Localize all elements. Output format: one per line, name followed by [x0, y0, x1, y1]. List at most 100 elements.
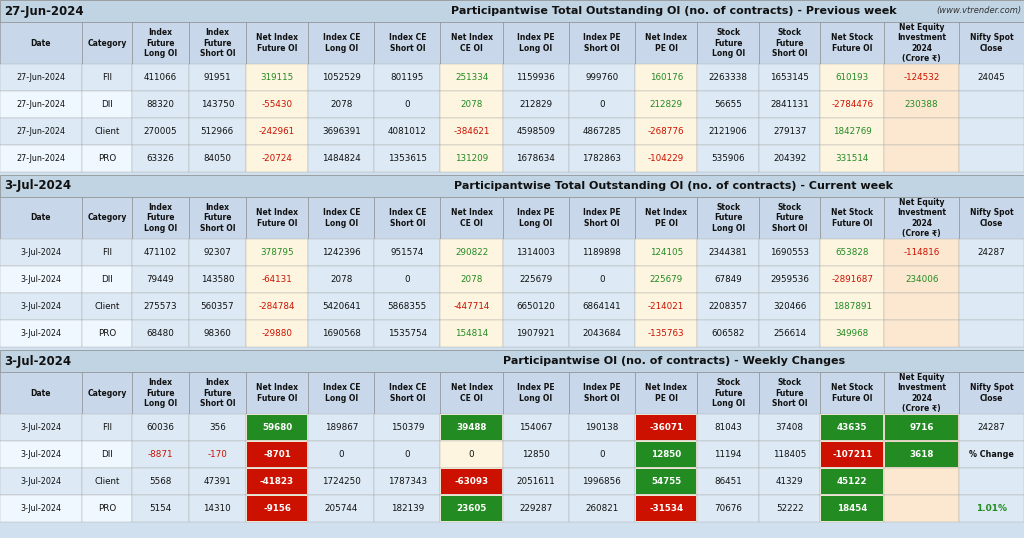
Text: 331514: 331514	[836, 154, 869, 163]
Text: -107211: -107211	[833, 450, 872, 459]
Bar	[884, 441, 959, 468]
Text: 204392: 204392	[773, 154, 806, 163]
Text: Category: Category	[87, 388, 127, 398]
Text: PRO: PRO	[98, 329, 116, 338]
Text: 3-Jul-2024: 3-Jul-2024	[20, 450, 61, 459]
Text: 5420641: 5420641	[322, 302, 360, 311]
Bar	[635, 441, 697, 468]
Bar	[697, 239, 759, 266]
Text: Net Equity
Investment
2024
(Crore ₹): Net Equity Investment 2024 (Crore ₹)	[897, 198, 946, 238]
Bar	[820, 468, 884, 495]
Text: 1653145: 1653145	[770, 73, 809, 82]
Bar	[308, 441, 375, 468]
Bar	[188, 495, 246, 522]
Bar	[635, 118, 697, 145]
Bar	[697, 495, 759, 522]
Bar	[246, 118, 308, 145]
Text: Index PE
Long OI: Index PE Long OI	[517, 208, 555, 228]
Text: PRO: PRO	[98, 154, 116, 163]
Bar	[569, 320, 635, 347]
Text: 378795: 378795	[260, 248, 294, 257]
Bar	[0, 118, 82, 145]
Bar	[635, 495, 697, 522]
Bar	[636, 496, 696, 521]
Bar	[246, 320, 308, 347]
Bar	[308, 118, 375, 145]
Text: -55430: -55430	[261, 100, 293, 109]
Bar	[959, 266, 1024, 293]
Text: -214021: -214021	[648, 302, 684, 311]
Bar	[0, 350, 1024, 372]
Bar	[132, 468, 188, 495]
Text: 1724250: 1724250	[322, 477, 360, 486]
Text: 2051611: 2051611	[516, 477, 555, 486]
Text: 11194: 11194	[715, 450, 742, 459]
Text: 2043684: 2043684	[583, 329, 622, 338]
Text: Index PE
Short OI: Index PE Short OI	[583, 383, 621, 403]
Text: 610193: 610193	[836, 73, 868, 82]
Bar	[884, 22, 959, 64]
Text: 3-Jul-2024: 3-Jul-2024	[20, 423, 61, 432]
Text: 6864141: 6864141	[583, 302, 622, 311]
Bar	[959, 468, 1024, 495]
Bar	[82, 197, 132, 239]
Text: Net Index
PE OI: Net Index PE OI	[645, 33, 687, 53]
Text: -114816: -114816	[903, 248, 940, 257]
Text: 0: 0	[469, 450, 474, 459]
Bar	[440, 22, 503, 64]
Bar	[503, 372, 569, 414]
Text: 12850: 12850	[651, 450, 681, 459]
Bar	[375, 468, 440, 495]
Bar	[247, 415, 307, 440]
Bar	[569, 118, 635, 145]
Bar	[884, 293, 959, 320]
Bar	[959, 372, 1024, 414]
Text: Index CE
Short OI: Index CE Short OI	[388, 33, 426, 53]
Text: 4867285: 4867285	[583, 127, 622, 136]
Bar	[759, 239, 820, 266]
Bar	[820, 118, 884, 145]
Bar	[308, 145, 375, 172]
Bar	[440, 320, 503, 347]
Bar	[308, 266, 375, 293]
Text: 2078: 2078	[330, 275, 352, 284]
Bar	[0, 468, 82, 495]
Bar	[697, 118, 759, 145]
Bar	[0, 495, 82, 522]
Bar	[246, 197, 308, 239]
Text: 560357: 560357	[201, 302, 234, 311]
Text: 124105: 124105	[649, 248, 683, 257]
Text: 230388: 230388	[905, 100, 938, 109]
Bar	[884, 266, 959, 293]
Bar	[503, 239, 569, 266]
Text: 86451: 86451	[715, 477, 742, 486]
Bar	[884, 239, 959, 266]
Text: 27-Jun-2024: 27-Jun-2024	[16, 73, 66, 82]
Text: 154067: 154067	[519, 423, 553, 432]
Text: 2078: 2078	[461, 100, 482, 109]
Text: 1189898: 1189898	[583, 248, 622, 257]
Bar	[820, 372, 884, 414]
Text: Index CE
Long OI: Index CE Long OI	[323, 208, 360, 228]
Bar	[759, 22, 820, 64]
Bar	[635, 266, 697, 293]
Bar	[503, 468, 569, 495]
Text: -8871: -8871	[147, 450, 173, 459]
Bar	[569, 468, 635, 495]
Text: 143580: 143580	[201, 275, 234, 284]
Bar	[188, 414, 246, 441]
Bar	[132, 239, 188, 266]
Bar	[247, 442, 307, 467]
Bar	[503, 197, 569, 239]
Bar	[0, 293, 82, 320]
Text: -9156: -9156	[263, 504, 291, 513]
Text: Index
Future
Long OI: Index Future Long OI	[143, 28, 177, 58]
Bar	[959, 64, 1024, 91]
Text: 606582: 606582	[712, 329, 744, 338]
Text: Net Index
CE OI: Net Index CE OI	[451, 33, 493, 53]
Text: 290822: 290822	[455, 248, 488, 257]
Bar	[188, 239, 246, 266]
Text: -284784: -284784	[259, 302, 295, 311]
Text: 3696391: 3696391	[322, 127, 360, 136]
Bar	[188, 441, 246, 468]
